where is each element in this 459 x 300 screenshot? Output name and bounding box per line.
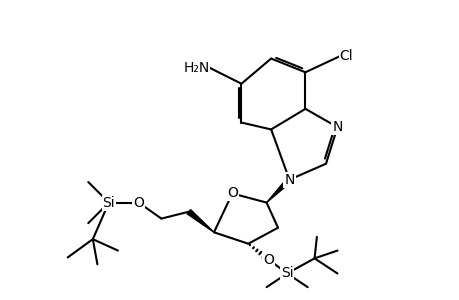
Text: Si: Si bbox=[280, 266, 293, 280]
Text: N: N bbox=[331, 120, 342, 134]
Text: O: O bbox=[263, 253, 274, 267]
Text: N: N bbox=[284, 173, 294, 187]
Text: Si: Si bbox=[102, 196, 115, 210]
Text: O: O bbox=[133, 196, 144, 210]
Polygon shape bbox=[266, 178, 291, 202]
Text: O: O bbox=[226, 186, 237, 200]
Text: H₂N: H₂N bbox=[183, 61, 209, 75]
Text: Cl: Cl bbox=[339, 49, 353, 63]
Polygon shape bbox=[187, 210, 213, 232]
